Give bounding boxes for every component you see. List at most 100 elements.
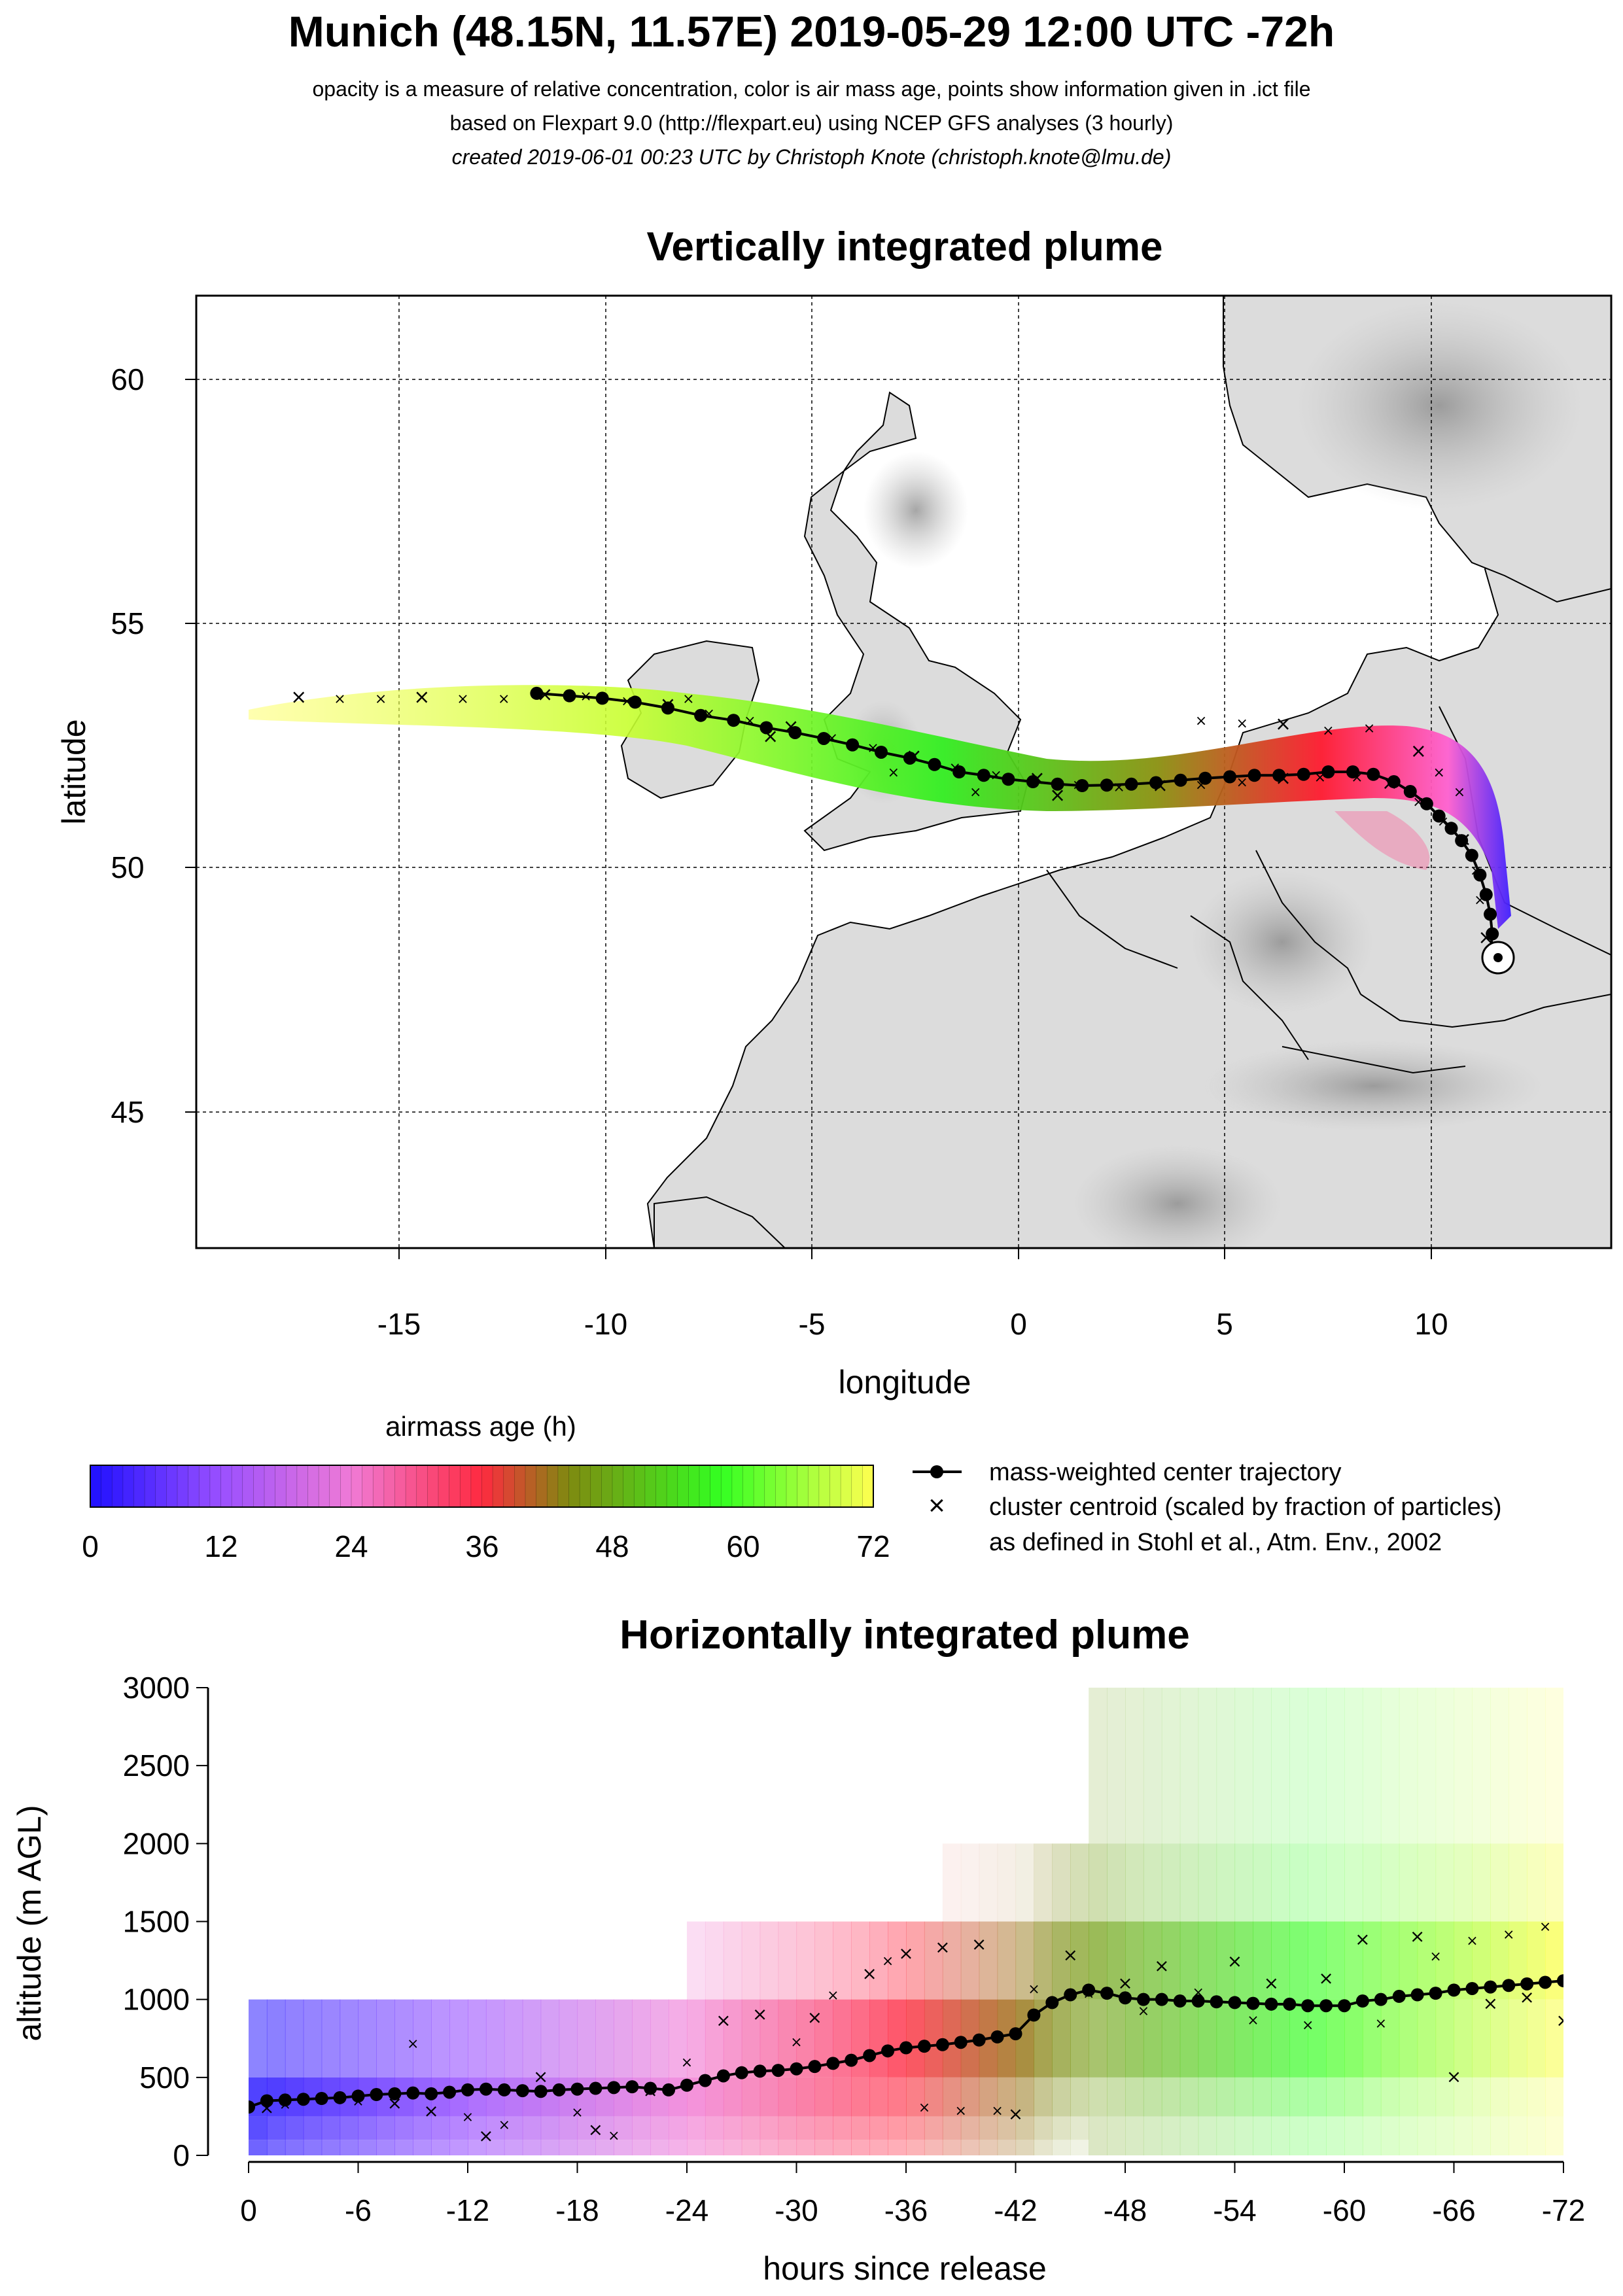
altitude-ytick-label: 2500 (123, 1748, 190, 1783)
altitude-trajectory-point (1557, 1974, 1570, 1987)
altitude-concentration-cell (1454, 2116, 1473, 2140)
altitude-concentration-cell (1180, 2140, 1199, 2155)
altitude-cluster-centroid: × (1466, 1933, 1478, 1949)
altitude-concentration-cell (1381, 2116, 1400, 2140)
colorbar-segment (308, 1465, 319, 1507)
altitude-trajectory-point (589, 2082, 602, 2095)
altitude-concentration-cell (1271, 2116, 1290, 2140)
altitude-concentration-cell (650, 2140, 669, 2155)
altitude-concentration-cell (1125, 1688, 1144, 1843)
altitude-concentration-cell (797, 2078, 816, 2117)
altitude-concentration-cell (1527, 2140, 1546, 2155)
altitude-concentration-cell (1235, 1688, 1254, 1843)
altitude-concentration-cell (961, 2140, 980, 2155)
altitude-cluster-centroid: × (571, 2104, 583, 2121)
altitude-concentration-cell (1418, 2140, 1437, 2155)
altitude-xtick-label: -72 (1542, 2193, 1585, 2227)
map-cluster-centroid: × (621, 693, 633, 710)
altitude-concentration-cell (1344, 2078, 1363, 2117)
altitude-concentration-cell (705, 2116, 724, 2140)
altitude-concentration-cell (267, 2000, 286, 2078)
altitude-concentration-cell (1016, 2140, 1035, 2155)
altitude-concentration-cell (869, 2116, 888, 2140)
map-cluster-centroid: × (1314, 770, 1326, 786)
altitude-concentration-cell (1235, 2000, 1254, 2078)
altitude-cluster-centroid: × (807, 2006, 822, 2028)
altitude-concentration-cell (851, 2078, 870, 2117)
colorbar-segment (243, 1465, 254, 1507)
altitude-concentration-cell (1271, 2000, 1290, 2078)
map-cluster-centroid: × (1382, 772, 1398, 795)
altitude-cluster-centroid: × (955, 2103, 967, 2119)
altitude-cluster-centroid: × (1154, 1955, 1169, 1977)
altitude-concentration-cell (504, 2078, 523, 2117)
altitude-trajectory-point (881, 2044, 894, 2057)
altitude-concentration-cell (1326, 2116, 1345, 2140)
colorbar-segment (547, 1465, 558, 1507)
altitude-concentration-cell (742, 1922, 761, 2000)
colorbar-segment (188, 1465, 200, 1507)
altitude-trajectory-point (1100, 1987, 1113, 2000)
altitude-concentration-cell (1235, 2078, 1254, 2117)
altitude-concentration-cell (578, 2140, 597, 2155)
altitude-concentration-cell (869, 2000, 888, 2078)
altitude-concentration-cell (961, 2116, 980, 2140)
altitude-concentration-cell (833, 2078, 852, 2117)
altitude-concentration-cell (669, 2140, 688, 2155)
map-cluster-centroid: × (1410, 740, 1427, 763)
altitude-concentration-cell (541, 2116, 560, 2140)
altitude-concentration-cell (322, 2116, 341, 2140)
colorbar-segment (514, 1465, 525, 1507)
altitude-cluster-centroid: × (991, 2103, 1003, 2119)
altitude-concentration-cell (1509, 2000, 1527, 2078)
colorbar-segment (482, 1465, 493, 1507)
colorbar-segment (852, 1465, 863, 1507)
continent (648, 497, 1611, 1248)
altitude-concentration-cell (304, 2140, 323, 2155)
map-cluster-centroid: × (1456, 828, 1472, 851)
altitude-concentration-cell (1326, 2140, 1345, 2155)
altitude-concentration-cell (1271, 2078, 1290, 2117)
altitude-concentration-cell (888, 2116, 907, 2140)
altitude-concentration-cells (249, 1688, 1564, 2155)
colorbar-tick-label: 24 (334, 1529, 368, 1563)
altitude-concentration-cell (1509, 2140, 1527, 2155)
altitude-concentration-cell (376, 2140, 395, 2155)
altitude-concentration-cell (249, 2140, 268, 2155)
altitude-trajectory-point (826, 2057, 839, 2070)
altitude-trajectory-point (516, 2084, 529, 2097)
altitude-concentration-cell (1198, 2140, 1217, 2155)
altitude-concentration-cell (1052, 2078, 1071, 2117)
altitude-concentration-cell (924, 1922, 943, 2000)
altitude-concentration-cell (1418, 2116, 1437, 2140)
altitude-cluster-centroid: × (827, 1988, 839, 2004)
colorbar-segment (319, 1465, 330, 1507)
altitude-ytick-label: 2000 (123, 1826, 190, 1860)
altitude-concentration-cell (1454, 2140, 1473, 2155)
altitude-concentration-cell (449, 2140, 468, 2155)
altitude-concentration-cell (1162, 1688, 1181, 1843)
altitude-trajectory-point (461, 2083, 474, 2096)
altitude-concentration-cell (1527, 1843, 1546, 1921)
colorbar-segment (710, 1465, 722, 1507)
altitude-xtick-label: -12 (446, 2193, 489, 2227)
altitude-concentration-cell (1490, 1843, 1509, 1921)
altitude-concentration-cell (1089, 2116, 1108, 2140)
altitude-concentration-cell (1070, 1843, 1089, 1921)
altitude-concentration-cell (979, 2140, 998, 2155)
altitude-trajectory-point (1027, 2009, 1040, 2022)
altitude-concentration-cell (1418, 1843, 1437, 1921)
map-ytick-label: 45 (111, 1095, 144, 1129)
altitude-concentration-cell (1363, 2000, 1382, 2078)
altitude-concentration-cell (304, 2116, 323, 2140)
map-cluster-centroid: × (580, 689, 591, 705)
map-cluster-centroid: × (906, 744, 922, 767)
altitude-concentration-cell (1289, 1688, 1308, 1843)
altitude-concentration-cell (869, 2140, 888, 2155)
altitude-concentration-cell (1472, 1843, 1491, 1921)
altitude-concentration-cell (797, 2116, 816, 2140)
altitude-trajectory-point (480, 2083, 493, 2096)
map-trajectory-point (1002, 773, 1015, 786)
colorbar-segment (166, 1465, 177, 1507)
altitude-cluster-centroid: × (314, 2087, 329, 2109)
